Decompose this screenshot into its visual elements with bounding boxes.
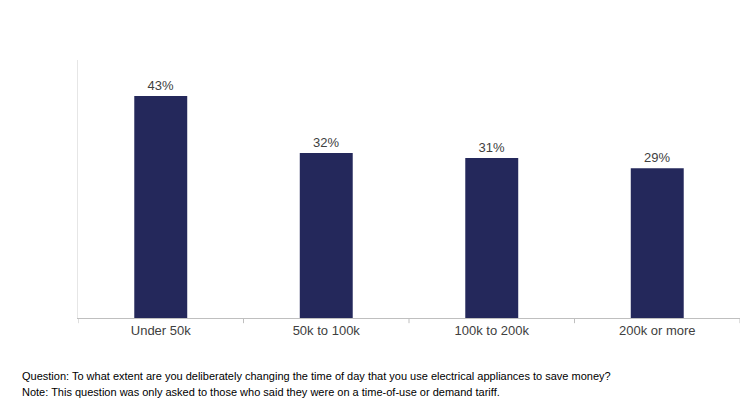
svg-text:Note: This question was only a: Note: This question was only asked to th… [22,386,500,398]
svg-text:50k to 100k: 50k to 100k [293,323,361,338]
svg-text:200k or more: 200k or more [619,323,696,338]
svg-text:31%: 31% [479,140,505,155]
svg-text:32%: 32% [313,135,339,150]
svg-text:Under 50k: Under 50k [131,323,191,338]
svg-text:29%: 29% [644,150,670,165]
svg-text:Question: To what extent are y: Question: To what extent are you deliber… [22,370,611,382]
svg-text:100k to 200k: 100k to 200k [455,323,530,338]
svg-text:43%: 43% [148,78,174,93]
